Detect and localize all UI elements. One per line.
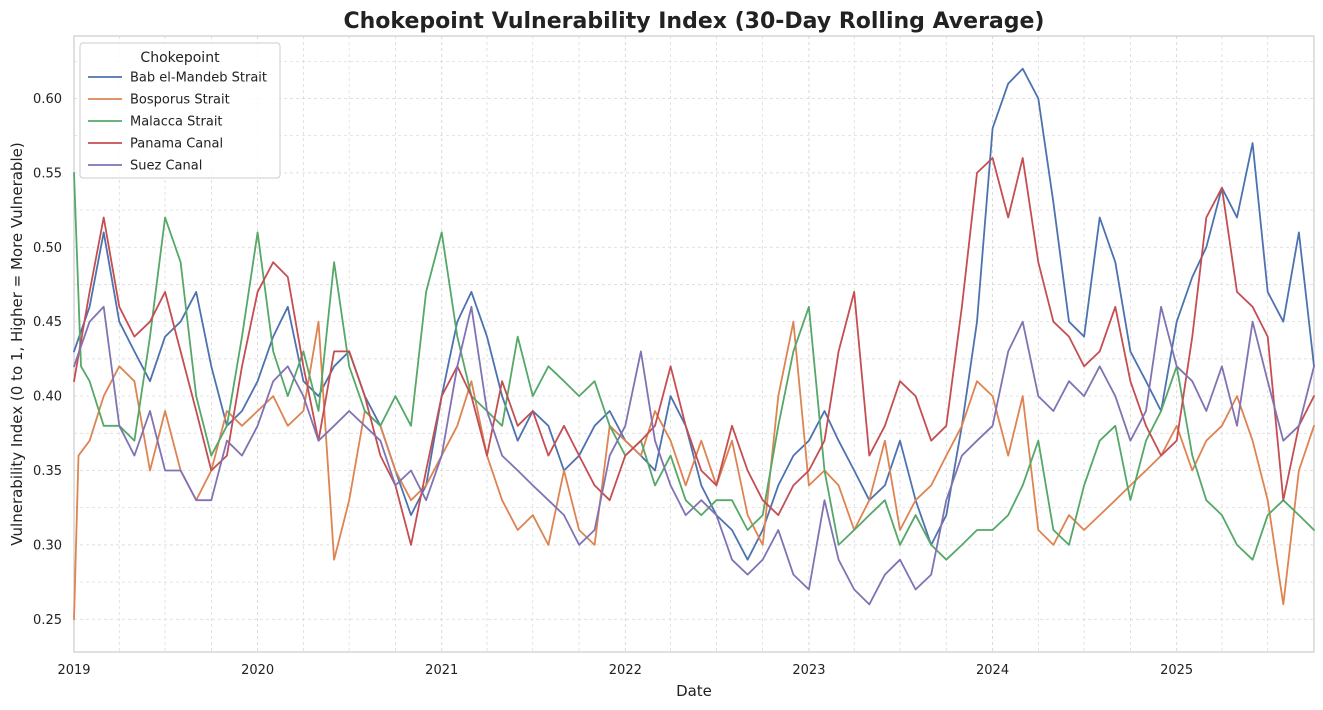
series-line bbox=[73, 305, 1315, 606]
x-tick-label: 2020 bbox=[241, 663, 274, 678]
x-tick-label: 2022 bbox=[609, 663, 642, 678]
y-tick-label: 0.55 bbox=[33, 166, 62, 181]
legend-label: Suez Canal bbox=[130, 159, 202, 174]
y-tick-label: 0.35 bbox=[33, 464, 62, 479]
x-tick-label: 2021 bbox=[425, 663, 458, 678]
y-tick-label: 0.50 bbox=[33, 241, 62, 256]
y-tick-label: 0.25 bbox=[33, 613, 62, 628]
series-lines bbox=[73, 67, 1315, 621]
x-tick-label: 2019 bbox=[57, 663, 90, 678]
series-line bbox=[73, 157, 1315, 546]
plot-area-border bbox=[73, 35, 1315, 653]
x-tick-label: 2024 bbox=[976, 663, 1009, 678]
legend-label: Panama Canal bbox=[130, 137, 223, 152]
x-axis-label: Date bbox=[676, 682, 712, 700]
y-axis-label: Vulnerability Index (0 to 1, Higher = Mo… bbox=[8, 142, 26, 545]
legend-label: Bosporus Strait bbox=[130, 93, 230, 108]
y-tick-label: 0.45 bbox=[33, 315, 62, 330]
legend-title: Chokepoint bbox=[140, 50, 220, 66]
y-tick-label: 0.40 bbox=[33, 390, 62, 405]
y-tick-label: 0.60 bbox=[33, 92, 62, 107]
y-tick-label: 0.30 bbox=[33, 538, 62, 553]
legend-box bbox=[79, 42, 281, 179]
series-line bbox=[73, 320, 1315, 621]
x-tick-label: 2023 bbox=[792, 663, 825, 678]
legend-label: Malacca Strait bbox=[130, 115, 223, 130]
series-line bbox=[73, 172, 1315, 561]
legend-label: Bab el-Mandeb Strait bbox=[130, 71, 267, 86]
legend-items: Bab el-Mandeb Strait Bosporus Strait Malac… bbox=[88, 71, 267, 174]
chart-title: Chokepoint Vulnerability Index (30-Day R… bbox=[343, 9, 1044, 34]
x-tick-label: 2025 bbox=[1160, 663, 1193, 678]
tick-labels: 0.25 0.30 0.35 0.40 0.45 0.50 0.55 0.60 2019 2020… bbox=[33, 92, 1193, 678]
legend: Chokepoint Bab el-Mandeb Strait Bosporus … bbox=[79, 42, 281, 179]
series-line bbox=[73, 67, 1315, 561]
